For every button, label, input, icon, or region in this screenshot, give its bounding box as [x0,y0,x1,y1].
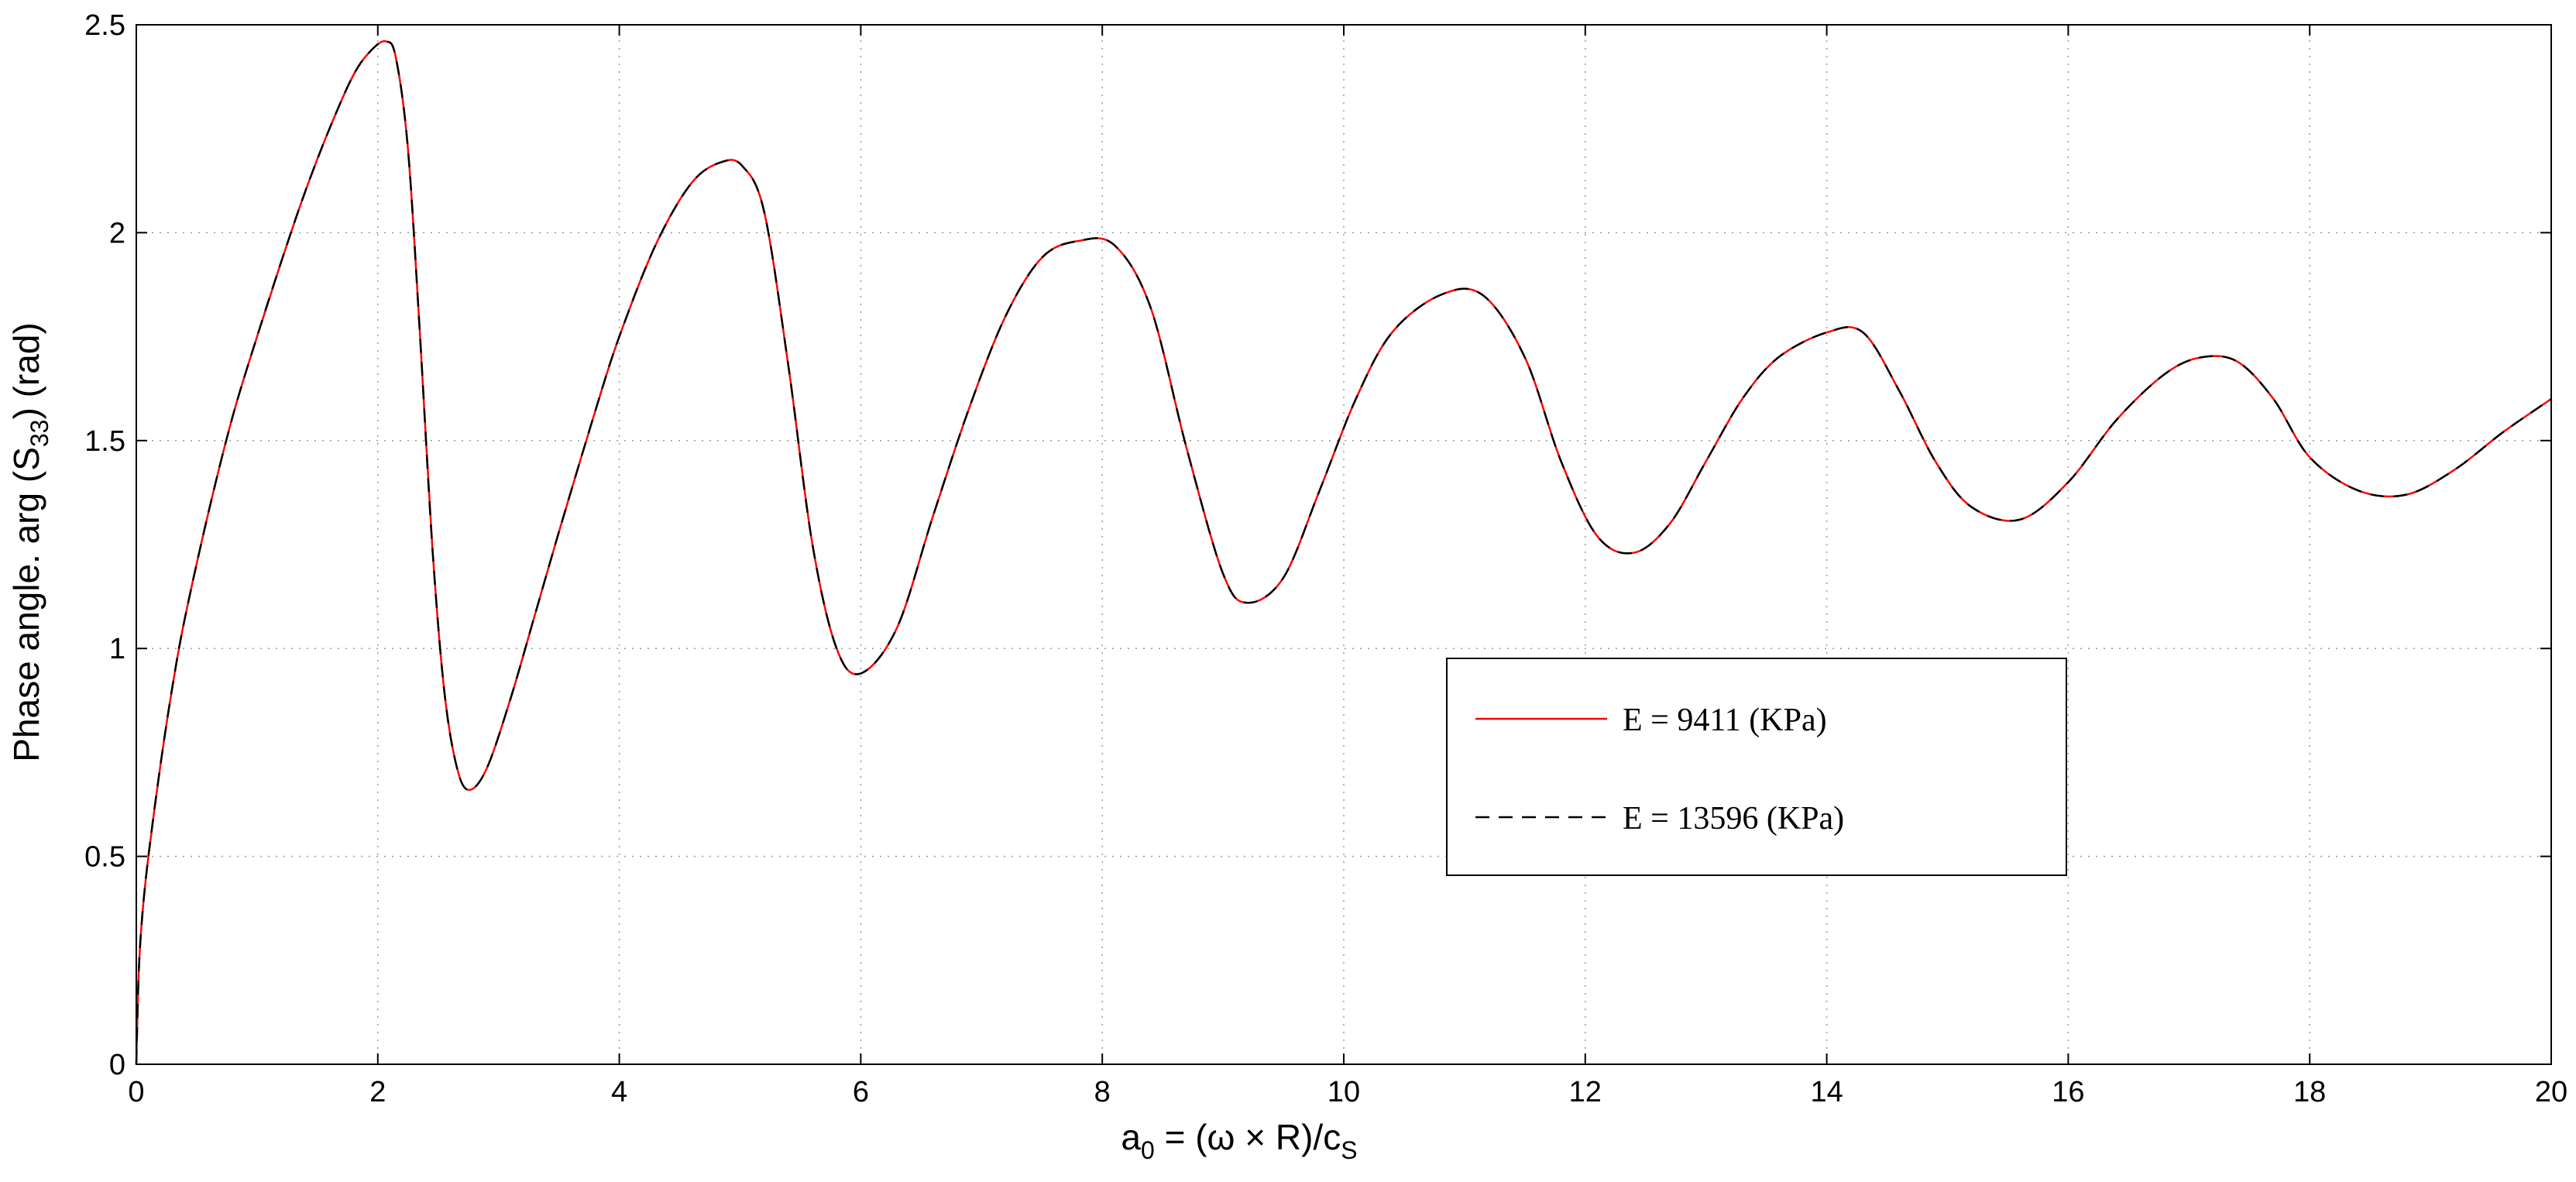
x-tick-label: 6 [853,1076,869,1108]
legend-label-series-2: E = 13596 (KPa) [1623,801,1844,837]
x-tick-label: 12 [1569,1076,1602,1108]
x-tick-label: 16 [2052,1076,2084,1108]
x-tick-label: 18 [2293,1076,2326,1108]
data-curves [135,40,2552,1065]
x-tick-label: 2 [369,1076,386,1108]
x-tick-label: 20 [2535,1076,2567,1108]
x-tick-label: 0 [128,1076,144,1108]
y-tick-label: 0 [109,1049,125,1081]
x-axis-label: a0 = (ω × R)/cS [1121,1117,1357,1164]
x-tick-label: 8 [1094,1076,1111,1108]
y-tick-label: 2 [109,217,125,249]
x-tick-label: 14 [1810,1076,1843,1108]
grid-lines [136,25,2551,1064]
y-tick-label: 1 [109,633,125,665]
y-tick-label: 2.5 [84,9,125,42]
legend-label-series-1: E = 9411 (KPa) [1623,703,1827,738]
legend: E = 9411 (KPa) E = 13596 (KPa) [1446,658,2067,876]
x-tick-label: 10 [1327,1076,1360,1108]
x-tick-labels: 0 2 4 6 8 10 12 14 16 18 20 [128,1076,2567,1108]
y-tick-label: 1.5 [84,425,125,458]
axis-ticks [136,24,2552,1065]
y-tick-label: 0.5 [84,841,125,874]
x-tick-label: 4 [611,1076,627,1108]
y-tick-labels: 0 0.5 1 1.5 2 2.5 [84,9,125,1081]
legend-box [1446,658,2067,876]
series-line-2 [135,40,2552,1065]
y-axis-label: Phase angle. arg (S33) (rad) [6,322,53,761]
